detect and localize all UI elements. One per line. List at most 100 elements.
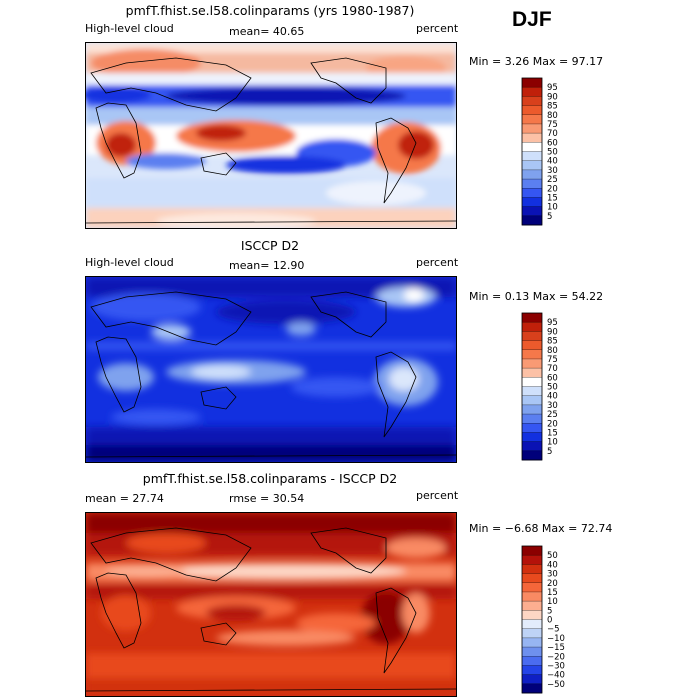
panel2-map <box>85 276 457 463</box>
colorbar-label: 85 <box>547 337 558 347</box>
colorbar-label: −15 <box>547 643 565 653</box>
colorbar-label: 75 <box>547 120 558 130</box>
panel2-minmax: Min = 0.13 Max = 54.22 <box>469 290 604 303</box>
panel3-map <box>85 512 457 697</box>
colorbar-swatch <box>522 395 542 406</box>
colorbar-swatch <box>522 197 542 208</box>
panel3-rmse: rmse = 30.54 <box>229 492 305 505</box>
colorbar-label: 5 <box>547 606 552 616</box>
colorbar-swatch <box>522 564 542 574</box>
colorbar-swatch <box>522 114 542 125</box>
panel1-colorbar: 95 90 85 80 75 70 60 50 40 30 25 20 15 10 5 <box>520 77 580 228</box>
panel1-map <box>85 42 457 229</box>
colorbar-label: 30 <box>547 401 558 411</box>
colorbar-swatch <box>522 349 542 360</box>
panel2-variable-label: High-level cloud <box>85 256 174 269</box>
colorbar-swatch <box>522 105 542 116</box>
colorbar-label: 90 <box>547 92 558 102</box>
season-label: DJF <box>512 8 552 31</box>
colorbar-label: 70 <box>547 129 558 139</box>
colorbar-swatch <box>522 555 542 565</box>
panel1-field <box>86 43 456 228</box>
colorbar-label: 30 <box>547 570 558 580</box>
colorbar-swatch <box>522 160 542 171</box>
colorbar-label: 60 <box>547 138 558 148</box>
colorbar-swatch <box>522 358 542 369</box>
colorbar-swatch <box>522 206 542 217</box>
panel2-units: percent <box>416 256 459 269</box>
colorbar-label: 80 <box>547 111 558 121</box>
colorbar-label: 20 <box>547 184 558 194</box>
panel3-colorbar: 50 40 30 20 15 10 5 0 −5 −10 −15 −20 −30 −40 −50 <box>520 545 580 696</box>
colorbar-swatch <box>522 133 542 143</box>
colorbar-label: 25 <box>547 410 558 420</box>
panel3-coastlines <box>86 527 456 692</box>
colorbar-swatch <box>522 386 542 397</box>
colorbar-label: 90 <box>547 327 558 337</box>
colorbar-swatch <box>522 674 542 685</box>
colorbar-swatch <box>522 637 542 648</box>
panel1-minmax: Min = 3.26 Max = 97.17 <box>469 55 604 68</box>
colorbar-label: 95 <box>547 83 558 93</box>
colorbar-swatch <box>522 123 542 134</box>
colorbar-label: 50 <box>547 383 558 393</box>
colorbar-label: 20 <box>547 419 558 429</box>
panel3-units: percent <box>416 489 459 502</box>
colorbar-swatch <box>522 601 542 611</box>
panel3-mean: mean = 27.74 <box>85 492 164 505</box>
colorbar-swatch <box>522 78 542 88</box>
colorbar-label: −40 <box>547 671 565 681</box>
colorbar-label: 30 <box>547 166 558 176</box>
colorbar-swatch <box>522 414 542 424</box>
colorbar-swatch <box>522 87 542 97</box>
panel2-field <box>86 277 456 462</box>
colorbar-swatch <box>522 450 542 461</box>
colorbar-swatch <box>522 546 542 556</box>
colorbar-label: 0 <box>547 616 552 626</box>
colorbar-label: 80 <box>547 346 558 356</box>
colorbar-label: 10 <box>547 597 558 607</box>
colorbar-swatch <box>522 377 542 387</box>
colorbar-label: 25 <box>547 175 558 185</box>
panel1-units: percent <box>416 22 459 35</box>
panel1-variable-label: High-level cloud <box>85 22 174 35</box>
colorbar-swatch <box>522 340 542 351</box>
colorbar-swatch <box>522 313 542 323</box>
colorbar-label: −30 <box>547 661 565 671</box>
panel1-title: pmfT.fhist.se.l58.colinparams (yrs 1980-… <box>125 3 415 18</box>
colorbar-swatch <box>522 368 542 378</box>
colorbar-swatch <box>522 404 542 415</box>
colorbar-swatch <box>522 656 542 666</box>
colorbar-label: 40 <box>547 560 558 570</box>
colorbar-label: 75 <box>547 355 558 365</box>
colorbar-swatch <box>522 151 542 162</box>
colorbar-label: 10 <box>547 203 558 213</box>
colorbar-swatch <box>522 591 542 602</box>
colorbar-swatch <box>522 215 542 226</box>
colorbar-swatch <box>522 619 542 630</box>
colorbar-label: −5 <box>547 625 560 635</box>
colorbar-label: 15 <box>547 588 558 598</box>
colorbar-label: 40 <box>547 157 558 167</box>
colorbar-label: 70 <box>547 364 558 374</box>
colorbar-swatch <box>522 423 542 433</box>
panel3-minmax: Min = −6.68 Max = 72.74 <box>469 522 613 535</box>
colorbar-swatch <box>522 628 542 639</box>
colorbar-swatch <box>522 331 542 341</box>
panel2-coastlines <box>86 291 456 458</box>
colorbar-swatch <box>522 683 542 694</box>
panel1-coastlines <box>86 57 456 224</box>
colorbar-label: 50 <box>547 148 558 158</box>
colorbar-label: 60 <box>547 373 558 383</box>
colorbar-swatch <box>522 142 542 152</box>
panel2-colorbar: 95 90 85 80 75 70 60 50 40 30 25 20 15 10 5 <box>520 312 580 463</box>
colorbar-swatch <box>522 582 542 593</box>
colorbar-label: 15 <box>547 193 558 203</box>
colorbar-swatch <box>522 96 542 106</box>
colorbar-swatch <box>522 179 542 189</box>
panel2-mean: mean= 12.90 <box>229 259 305 272</box>
colorbar-swatch <box>522 441 542 452</box>
colorbar-label: 10 <box>547 438 558 448</box>
panel3-title: pmfT.fhist.se.l58.colinparams - ISCCP D2 <box>142 471 398 486</box>
